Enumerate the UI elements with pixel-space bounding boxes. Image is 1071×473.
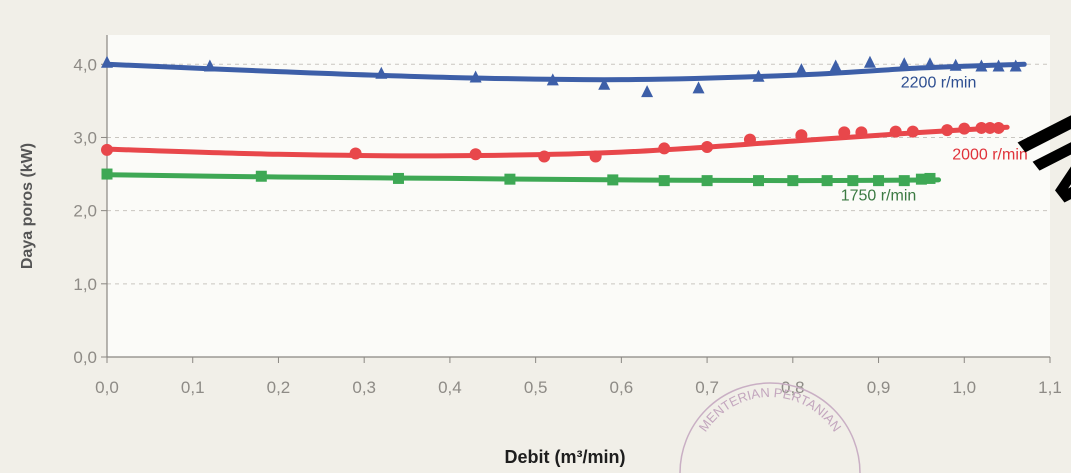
data-point bbox=[538, 150, 550, 162]
data-point bbox=[101, 144, 113, 156]
data-point bbox=[350, 148, 362, 160]
data-point bbox=[607, 174, 618, 185]
data-point bbox=[855, 126, 867, 138]
y-tick-label: 0,0 bbox=[73, 348, 97, 367]
data-point bbox=[873, 175, 884, 186]
data-point bbox=[958, 123, 970, 135]
data-point bbox=[924, 173, 935, 184]
y-axis-label: Daya poros (kW) bbox=[19, 143, 36, 269]
data-point bbox=[822, 175, 833, 186]
data-point bbox=[744, 134, 756, 146]
data-point bbox=[470, 148, 482, 160]
data-point bbox=[847, 175, 858, 186]
x-tick-label: 1,1 bbox=[1038, 378, 1062, 397]
y-tick-label: 3,0 bbox=[73, 128, 97, 147]
data-point bbox=[256, 171, 267, 182]
series-label-2: 1750 r/min bbox=[841, 187, 917, 204]
x-tick-label: 0,5 bbox=[524, 378, 548, 397]
data-point bbox=[102, 169, 113, 180]
data-point bbox=[753, 175, 764, 186]
x-tick-label: 0,0 bbox=[95, 378, 119, 397]
x-tick-label: 0,6 bbox=[610, 378, 634, 397]
data-point bbox=[702, 175, 713, 186]
data-point bbox=[787, 175, 798, 186]
data-point bbox=[993, 122, 1005, 134]
x-tick-label: 0,4 bbox=[438, 378, 462, 397]
x-tick-label: 0,1 bbox=[181, 378, 205, 397]
data-point bbox=[393, 173, 404, 184]
series-label-0: 2200 r/min bbox=[901, 75, 977, 92]
x-axis-label: Debit (m³/min) bbox=[505, 447, 626, 467]
x-tick-label: 0,3 bbox=[352, 378, 376, 397]
y-tick-label: 1,0 bbox=[73, 275, 97, 294]
y-tick-label: 2,0 bbox=[73, 202, 97, 221]
x-tick-label: 1,0 bbox=[952, 378, 976, 397]
x-tick-label: 0,7 bbox=[695, 378, 719, 397]
data-point bbox=[838, 126, 850, 138]
data-point bbox=[890, 126, 902, 138]
data-point bbox=[701, 141, 713, 153]
data-point bbox=[795, 129, 807, 141]
data-point bbox=[658, 142, 670, 154]
data-point bbox=[590, 150, 602, 162]
data-point bbox=[907, 126, 919, 138]
data-point bbox=[941, 124, 953, 136]
data-point bbox=[899, 175, 910, 186]
x-tick-label: 0,2 bbox=[267, 378, 291, 397]
y-tick-label: 4,0 bbox=[73, 55, 97, 74]
data-point bbox=[659, 175, 670, 186]
data-point bbox=[504, 174, 515, 185]
x-tick-label: 0,9 bbox=[867, 378, 891, 397]
